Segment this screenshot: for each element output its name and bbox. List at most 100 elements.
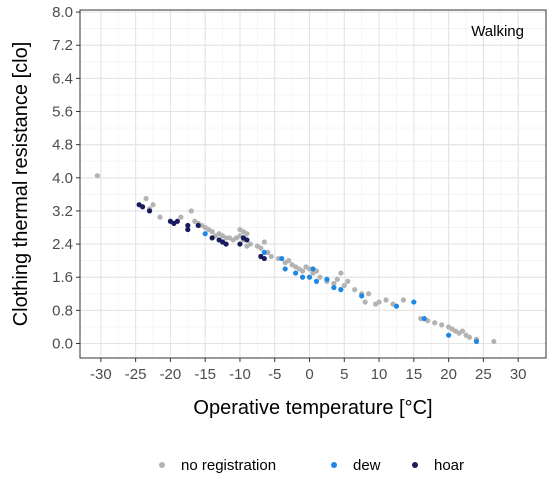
y-tick-label: 0.0 — [52, 336, 73, 353]
point-no-registration — [376, 299, 382, 305]
x-tick-label: 0 — [305, 366, 313, 383]
point-no-registration — [188, 208, 194, 214]
point-no-registration — [209, 229, 215, 235]
point-no-registration — [439, 322, 445, 328]
point-no-registration — [143, 195, 149, 202]
point-hoar — [174, 218, 180, 224]
point-no-registration — [268, 253, 274, 260]
point-no-registration — [341, 282, 347, 289]
x-tick-label: 20 — [440, 366, 457, 383]
point-dew — [279, 255, 285, 262]
legend-label-hoar: hoar — [434, 457, 464, 474]
point-dew — [261, 249, 267, 255]
y-axis-ticks: 0.0 0.8 1.6 2.4 3.2 4.0 4.8 5.6 6.4 7.2 8.0 — [52, 4, 80, 353]
point-no-registration — [345, 278, 351, 284]
point-dew — [306, 274, 313, 280]
point-dew — [293, 270, 299, 276]
panel-background — [80, 10, 546, 358]
x-tick-label: -10 — [229, 366, 251, 383]
x-tick-label: -15 — [194, 366, 216, 383]
point-dew — [299, 274, 306, 280]
y-tick-label: 7.2 — [52, 37, 73, 54]
y-tick-label: 5.6 — [52, 104, 73, 121]
x-tick-label: -20 — [160, 366, 182, 383]
panel-border — [79, 9, 547, 359]
x-axis-ticks: -30 -25 -20 -15 -10 -5 0 5 10 15 20 25 30 — [90, 358, 527, 383]
point-hoar — [209, 235, 215, 241]
x-tick-label: 15 — [406, 366, 423, 383]
x-tick-label: 25 — [475, 366, 492, 383]
legend-label-no-registration: no registration — [181, 457, 276, 474]
y-tick-label: 4.8 — [52, 137, 73, 154]
point-no-registration — [331, 280, 337, 287]
point-dew — [446, 332, 452, 338]
y-tick-label: 2.4 — [52, 236, 73, 253]
point-dew — [473, 338, 480, 345]
point-hoar — [195, 222, 201, 229]
y-tick-label: 3.2 — [52, 203, 73, 220]
point-dew — [282, 266, 288, 272]
walking-annotation: Walking — [471, 23, 524, 40]
point-dew — [324, 276, 330, 282]
point-hoar — [146, 208, 153, 214]
x-tick-label: 30 — [510, 366, 527, 383]
y-tick-label: 4.0 — [52, 170, 73, 187]
x-axis-title: Operative temperature [°C] — [193, 397, 432, 419]
point-dew — [310, 266, 316, 272]
legend-label-dew: dew — [353, 457, 381, 474]
point-no-registration — [244, 231, 250, 237]
point-dew — [393, 303, 400, 309]
point-hoar — [261, 255, 267, 262]
y-axis-title: Clothing thermal resistance [clo] — [10, 42, 32, 327]
point-no-registration — [317, 274, 323, 280]
y-tick-label: 8.0 — [52, 4, 73, 21]
point-hoar — [237, 241, 243, 247]
point-no-registration — [150, 202, 156, 208]
point-dew — [421, 316, 427, 322]
point-dew — [411, 299, 417, 305]
legend-marker-dew — [331, 462, 337, 468]
x-tick-label: -30 — [90, 366, 112, 383]
point-no-registration — [237, 226, 243, 233]
data-points — [94, 173, 497, 345]
point-no-registration — [338, 270, 344, 276]
point-dew — [359, 293, 365, 299]
point-dew — [202, 231, 208, 237]
point-no-registration — [383, 297, 389, 303]
point-no-registration — [432, 320, 438, 326]
x-tick-label: -25 — [125, 366, 147, 383]
point-hoar — [185, 226, 191, 233]
x-tick-label: -5 — [268, 366, 281, 383]
point-dew — [313, 278, 320, 284]
point-no-registration — [491, 338, 497, 345]
point-hoar — [139, 204, 146, 210]
point-hoar — [244, 237, 250, 243]
y-tick-label: 6.4 — [52, 70, 73, 87]
point-no-registration — [258, 245, 264, 251]
legend-marker-hoar — [412, 462, 418, 468]
minor-gridlines — [80, 10, 546, 358]
legend-marker-no-registration — [159, 462, 165, 468]
point-no-registration — [157, 214, 163, 220]
point-dew — [338, 287, 344, 293]
point-dew — [331, 284, 337, 291]
point-no-registration — [244, 243, 250, 249]
point-no-registration — [94, 173, 100, 179]
y-tick-label: 0.8 — [52, 302, 73, 319]
point-no-registration — [466, 334, 473, 340]
major-gridlines — [80, 10, 546, 358]
point-no-registration — [286, 258, 292, 264]
legend: no registration dew hoar — [159, 457, 464, 474]
point-no-registration — [362, 299, 368, 305]
point-hoar — [223, 241, 229, 247]
x-tick-label: 10 — [371, 366, 388, 383]
point-no-registration — [299, 268, 306, 274]
point-no-registration — [459, 328, 466, 334]
point-no-registration — [261, 239, 267, 245]
point-no-registration — [352, 287, 358, 293]
y-tick-label: 1.6 — [52, 269, 73, 286]
point-no-registration — [178, 214, 184, 220]
point-hoar — [185, 222, 191, 229]
point-no-registration — [334, 276, 340, 282]
